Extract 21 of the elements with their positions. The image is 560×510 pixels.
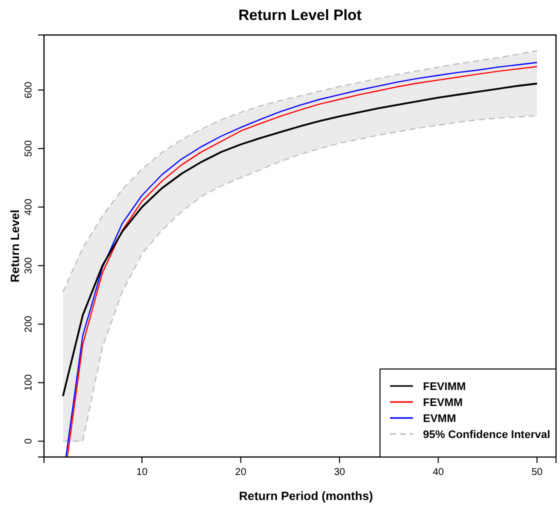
y-tick-label: 400: [24, 198, 34, 216]
y-tick-label: 600: [24, 81, 34, 98]
x-tick-label: 10: [136, 467, 148, 478]
y-tick-label: 100: [24, 374, 34, 392]
y-tick-label: 300: [24, 256, 34, 274]
x-tick-label: 20: [235, 467, 247, 478]
line-series: [62, 82, 538, 398]
legend-label: FEVMM: [423, 396, 463, 409]
chart-title: Return Level Plot: [238, 7, 362, 24]
legend-label: FEVIMM: [423, 380, 466, 393]
y-axis-title: Return Level: [8, 210, 22, 282]
x-tick-label: 40: [432, 467, 444, 478]
x-axis-title: Return Period (months): [239, 489, 373, 503]
line-series: [62, 50, 538, 293]
legend-label: 95% Confidence Interval: [423, 428, 550, 441]
legend-label: EVMM: [423, 412, 456, 425]
y-tick-label: 200: [24, 315, 34, 332]
x-tick-label: 50: [531, 467, 544, 478]
y-tick-label: 500: [24, 140, 34, 157]
y-tick-label: 0: [24, 438, 34, 444]
x-tick-label: 30: [334, 467, 346, 478]
